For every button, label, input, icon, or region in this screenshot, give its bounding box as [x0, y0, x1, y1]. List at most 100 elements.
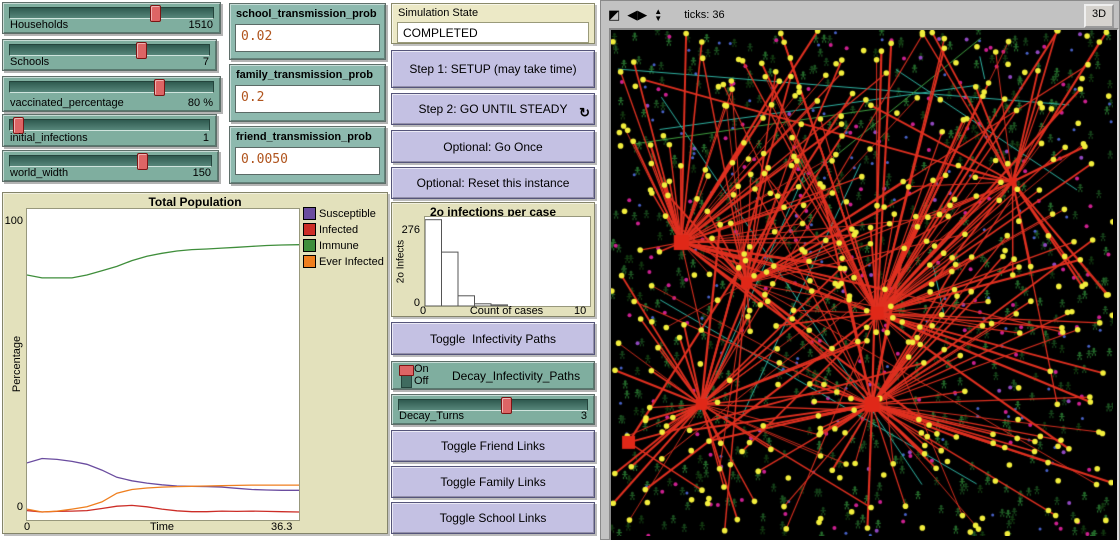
- slider-track[interactable]: [9, 81, 214, 93]
- legend-label: Infected: [319, 223, 359, 236]
- input-field[interactable]: 0.0050: [235, 147, 380, 175]
- histogram-xtick-min: 0: [420, 305, 427, 317]
- button-label: Optional: Reset this instance: [416, 176, 570, 190]
- world-view-panel: ◩ ◀▶ ▲ ▼ ticks: 36 3D: [600, 0, 1120, 540]
- slider-value: 80 %: [187, 97, 213, 109]
- input-family-transmission-prob[interactable]: family_transmission_prob 0.2: [229, 64, 386, 122]
- slider-label: world_width: [10, 167, 69, 179]
- decay-infectivity-paths-switch[interactable]: On Off Decay_Infectivity_Paths: [391, 361, 595, 390]
- switch-on-label: On: [414, 363, 429, 375]
- legend-item-susceptible: Susceptible: [303, 207, 376, 220]
- button-label: Toggle Infectivity Paths: [429, 331, 557, 346]
- arrow-up-icon: ▲: [654, 6, 663, 16]
- histogram-title: 2o infections per case: [429, 205, 557, 219]
- slider-decay-turns[interactable]: Decay_Turns 3: [391, 394, 595, 425]
- input-label: family_transmission_prob: [236, 69, 373, 81]
- slider-thumb[interactable]: [137, 153, 149, 170]
- plot-ylabel: Percentage: [11, 335, 23, 393]
- histogram-ylabel: 2o Infects: [395, 239, 407, 284]
- slider-initial-infections[interactable]: initial_infections 1: [2, 114, 217, 147]
- input-value: 0.2: [241, 90, 265, 105]
- legend-label: Ever Infected: [319, 255, 384, 268]
- slider-track[interactable]: [9, 7, 214, 19]
- input-field[interactable]: 0.02: [235, 24, 380, 52]
- legend-swatch: [303, 255, 316, 268]
- plot-xlabel: Time: [149, 521, 175, 533]
- legend-label: Susceptible: [319, 207, 376, 220]
- input-school-transmission-prob[interactable]: school_transmission_prob 0.02: [229, 3, 386, 60]
- view-resize-icon[interactable]: ◩: [608, 7, 621, 22]
- plot-ytick-max: 100: [4, 215, 23, 227]
- monitor-label: Simulation State: [398, 7, 479, 19]
- legend-label: Immune: [319, 239, 359, 252]
- reset-instance-button[interactable]: Optional: Reset this instance: [391, 167, 595, 199]
- plot-area: [26, 208, 300, 521]
- slider-vaccinated-percentage[interactable]: vaccinated_percentage 80 %: [2, 76, 221, 112]
- toggle-school-links-button[interactable]: Toggle School Links: [391, 502, 595, 534]
- toggle-friend-links-button[interactable]: Toggle Friend Links: [391, 430, 595, 462]
- input-label: school_transmission_prob: [236, 8, 377, 20]
- button-label: Step 2: GO UNTIL STEADY: [418, 102, 568, 116]
- input-value: 0.0050: [241, 152, 288, 167]
- slider-thumb[interactable]: [12, 117, 24, 134]
- slider-thumb[interactable]: [135, 42, 147, 59]
- 3d-view-button[interactable]: 3D: [1084, 4, 1114, 28]
- input-value: 0.02: [241, 29, 273, 44]
- toggle-infectivity-paths-button[interactable]: Toggle Infectivity Paths: [391, 322, 595, 355]
- plot-ytick-zero: 0: [16, 501, 23, 513]
- slider-track[interactable]: [398, 399, 588, 411]
- legend-swatch: [303, 239, 316, 252]
- histogram-ytick-zero: 0: [413, 297, 420, 309]
- legend-swatch: [303, 207, 316, 220]
- input-field[interactable]: 0.2: [235, 85, 380, 113]
- legend-item-infected: Infected: [303, 223, 358, 236]
- slider-value: 150: [192, 167, 211, 179]
- slider-label: vaccinated_percentage: [10, 97, 124, 109]
- slider-value: 3: [580, 410, 587, 422]
- arrows-horizontal-icon[interactable]: ◀▶: [627, 7, 648, 22]
- plot-xtick-max: 36.3: [271, 521, 293, 533]
- input-friend-transmission-prob[interactable]: friend_transmission_prob 0.0050: [229, 126, 386, 184]
- slider-track[interactable]: [9, 119, 210, 131]
- world-view-canvas[interactable]: [611, 30, 1113, 536]
- slider-households[interactable]: Households 1510: [2, 2, 221, 34]
- forever-icon: ↻: [579, 105, 590, 120]
- switch-knob[interactable]: [399, 365, 414, 376]
- go-until-steady-button[interactable]: Step 2: GO UNTIL STEADY ↻: [391, 93, 595, 125]
- slider-world-width[interactable]: world_width 150: [2, 150, 219, 182]
- slider-track[interactable]: [9, 44, 210, 56]
- slider-thumb[interactable]: [501, 397, 513, 414]
- slider-thumb[interactable]: [150, 5, 162, 22]
- arrows-vertical-icon[interactable]: ▲ ▼: [654, 6, 663, 23]
- button-label: Toggle Family Links: [440, 475, 546, 489]
- go-once-button[interactable]: Optional: Go Once: [391, 130, 595, 163]
- world-frame: [609, 28, 1119, 540]
- slider-value: 7: [202, 56, 209, 68]
- slider-thumb[interactable]: [154, 79, 166, 96]
- slider-value: 1510: [188, 19, 213, 31]
- button-label: Step 1: SETUP (may take time): [409, 62, 577, 76]
- switch-off-label: Off: [414, 375, 429, 387]
- plot-xtick-min: 0: [24, 521, 31, 533]
- slider-label: Schools: [10, 56, 50, 68]
- slider-label: Households: [10, 19, 69, 31]
- legend-swatch: [303, 223, 316, 236]
- button-label: Optional: Go Once: [443, 139, 543, 154]
- slider-track[interactable]: [9, 155, 212, 167]
- input-label: friend_transmission_prob: [236, 131, 372, 143]
- switch-label: Decay_Infectivity_Paths: [452, 369, 581, 383]
- legend-item-immune: Immune: [303, 239, 359, 252]
- histogram-ytick-max: 276: [401, 224, 420, 236]
- histogram-plot-area: [424, 216, 591, 307]
- toggle-family-links-button[interactable]: Toggle Family Links: [391, 466, 595, 498]
- arrow-down-icon: ▼: [654, 13, 663, 23]
- histogram-xlabel: Count of cases: [469, 305, 544, 317]
- slider-label: initial_infections: [10, 132, 88, 144]
- legend-item-ever-infected: Ever Infected: [303, 255, 384, 268]
- setup-button[interactable]: Step 1: SETUP (may take time): [391, 50, 595, 88]
- slider-value: 1: [202, 132, 209, 144]
- button-label: Toggle Friend Links: [440, 439, 546, 453]
- plot-title: Total Population: [148, 195, 242, 209]
- slider-schools[interactable]: Schools 7: [2, 39, 217, 71]
